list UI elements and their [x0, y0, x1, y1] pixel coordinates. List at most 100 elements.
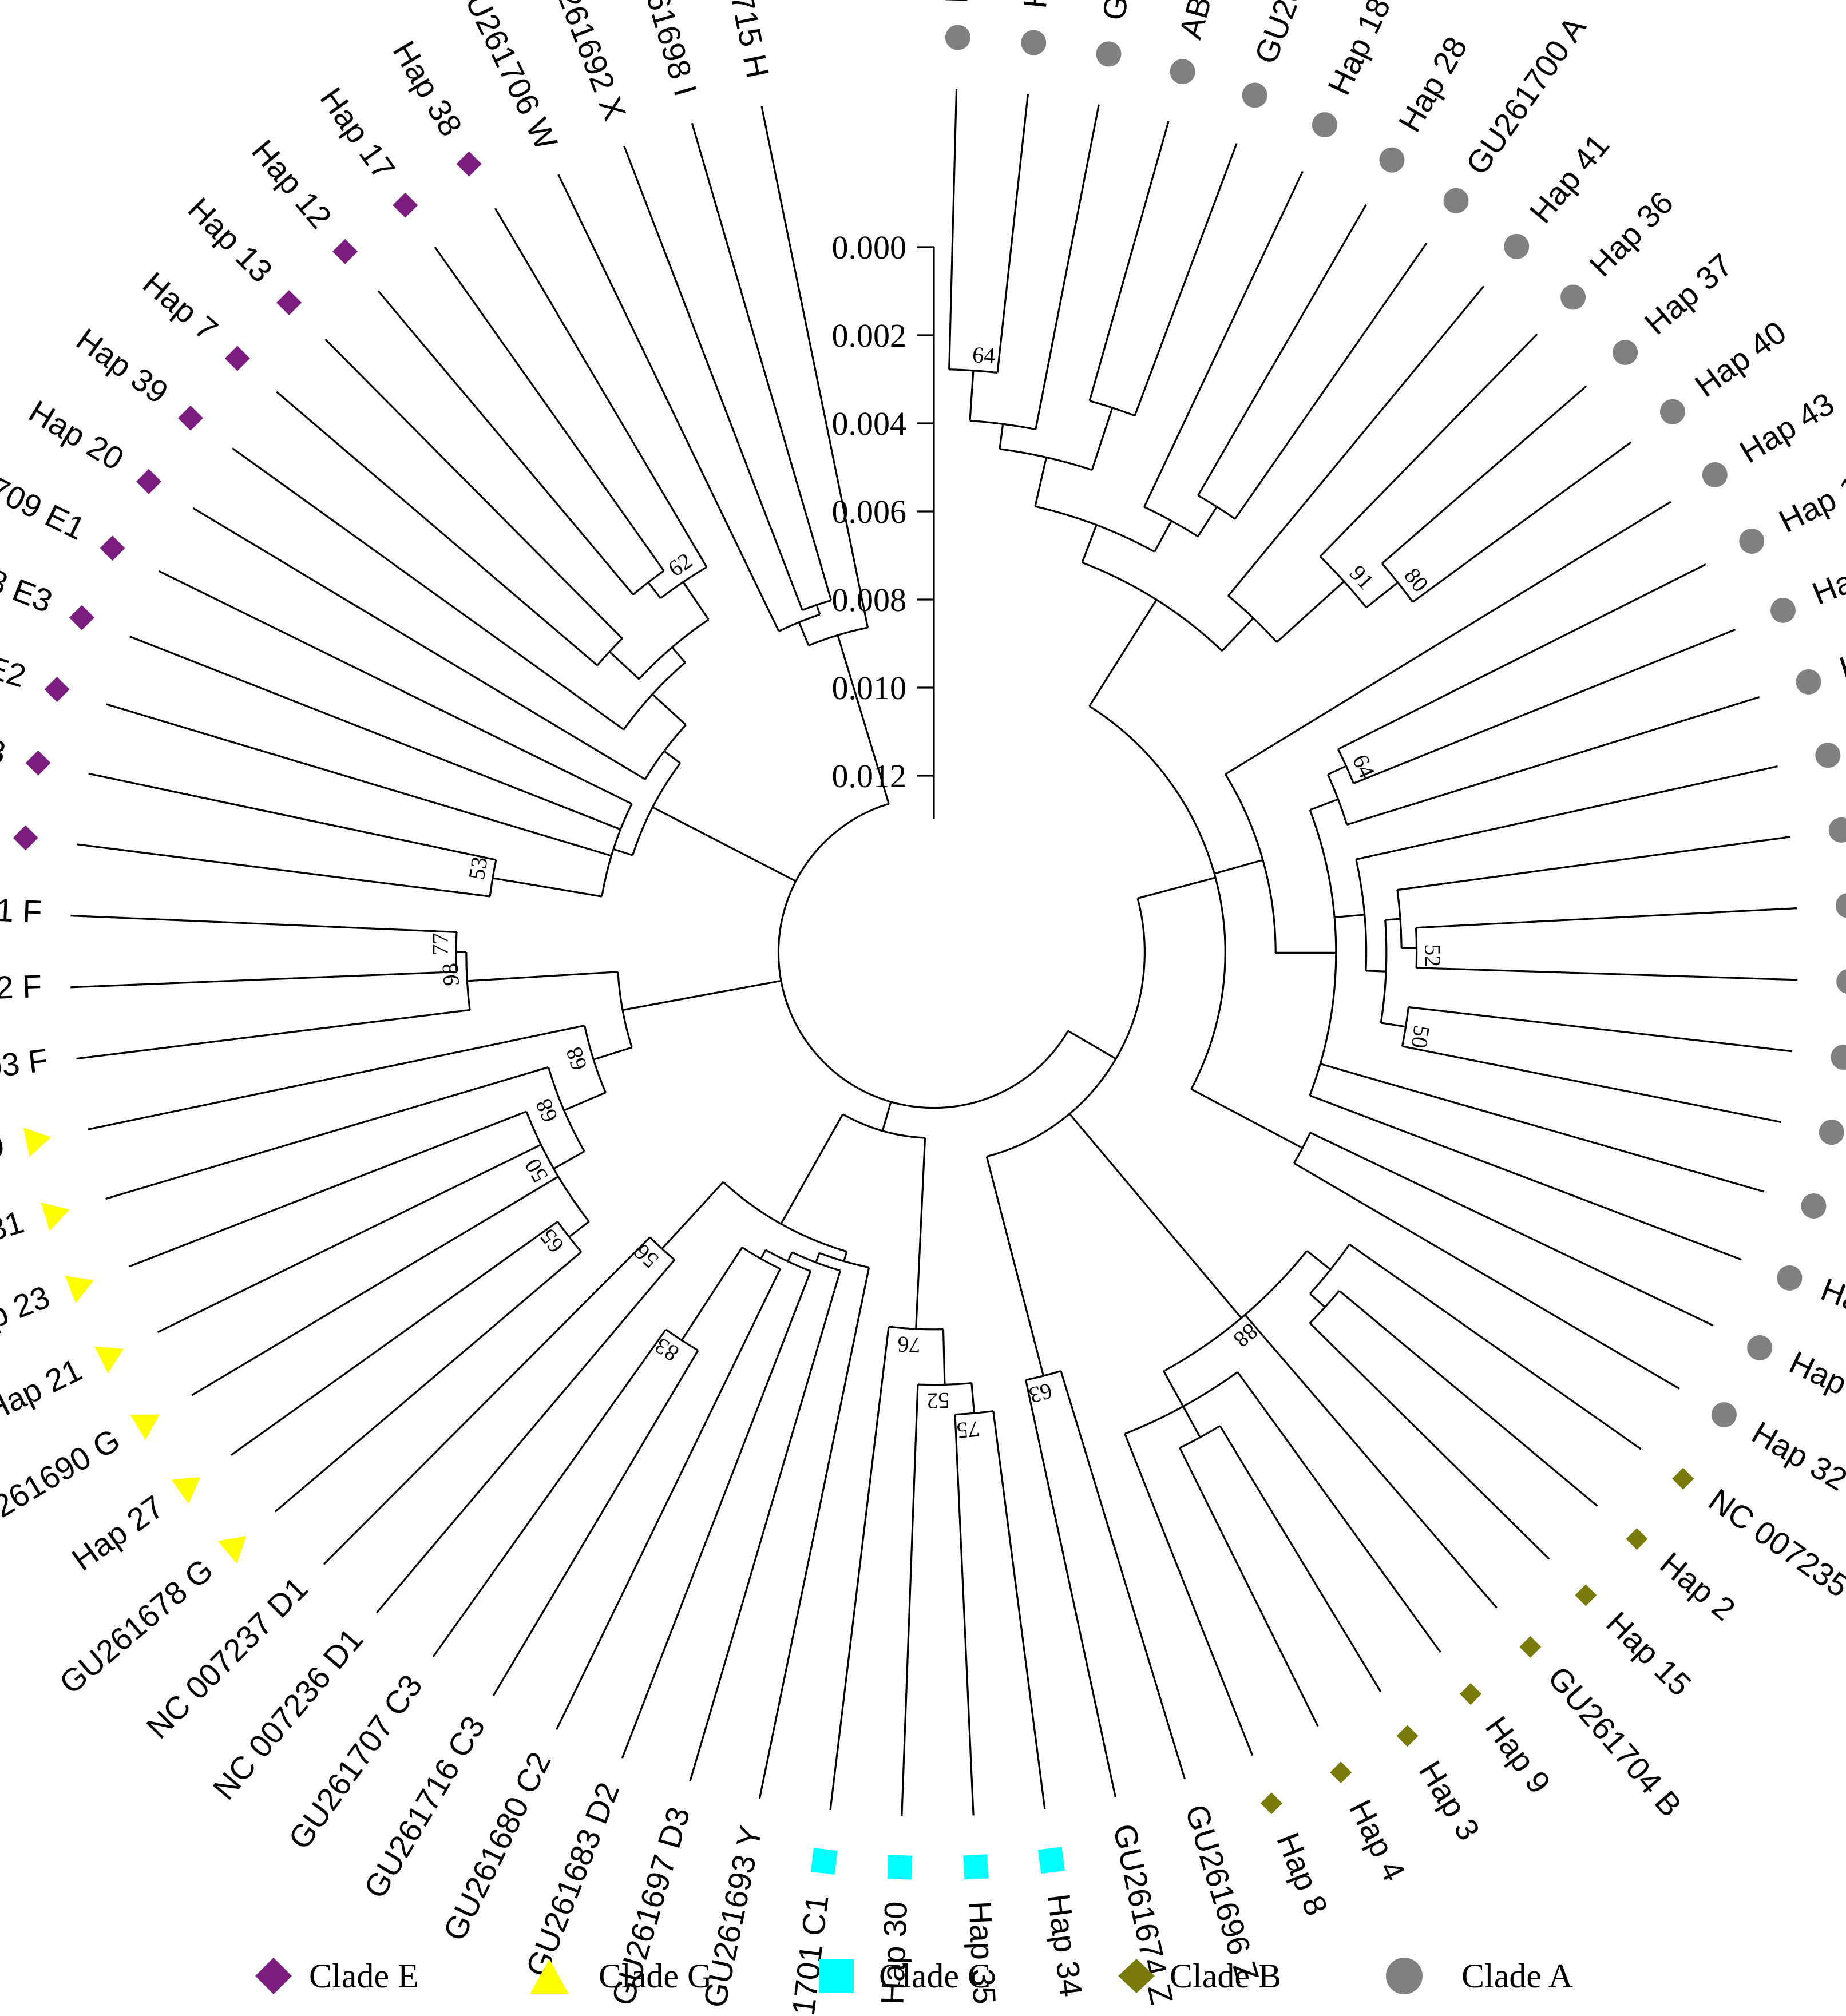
clade-b-diamond-icon — [1396, 1725, 1419, 1747]
tip-label: Hap 2 — [1653, 1545, 1742, 1628]
tree-branch — [1154, 520, 1172, 553]
legend-item-clade-e: Clade E — [255, 1957, 419, 1995]
tree-node-arc — [1309, 1290, 1340, 1324]
tree-branch — [691, 122, 833, 601]
legend-item-clade-b: Clade B — [1118, 1957, 1281, 1995]
clade-b-diamond-icon — [1330, 1761, 1352, 1784]
clade-e-diamond-icon — [224, 346, 250, 371]
tip-label: Hap 34 — [1041, 1892, 1090, 1999]
clade-a-circle-icon — [1801, 1193, 1827, 1219]
clade-e-diamond-icon — [332, 239, 358, 264]
bootstrap-value: 76 — [897, 1331, 921, 1358]
tip-label: GU261695 A — [1247, 0, 1346, 69]
bootstrap-value: 53 — [464, 855, 493, 882]
tree-branch — [1221, 617, 1254, 652]
tree-node-arc — [1143, 506, 1199, 538]
tree-branch — [1309, 798, 1339, 811]
tree-node-arc — [617, 971, 633, 1048]
tree-branch — [1346, 696, 1760, 826]
clade-g-triangle-icon — [217, 1536, 247, 1564]
tree-node-arc — [917, 1382, 972, 1386]
tip-label: GU261698 I — [621, 0, 704, 100]
clade-g-triangle-icon — [65, 1275, 94, 1304]
tree-branch — [1182, 1406, 1201, 1438]
tree-node-arc — [742, 1247, 781, 1270]
tree-branch — [1219, 1425, 1382, 1693]
tree-branch — [798, 622, 810, 646]
tree-branch — [942, 1329, 946, 1385]
tree-branch — [1067, 1030, 1116, 1060]
clade-a-circle-icon — [1613, 340, 1638, 366]
tree-node-arc — [1179, 1425, 1221, 1449]
clade-a-circle-icon — [1815, 743, 1841, 768]
clade-c-square-icon — [887, 1855, 913, 1880]
tip-label: Hap 28 — [1391, 30, 1474, 138]
tree-node-arc — [1309, 809, 1337, 1096]
tree-branch — [999, 424, 1004, 450]
tree-branch — [843, 1251, 848, 1262]
tree-branch — [829, 1326, 890, 1811]
tip-label: Hap 12 — [245, 133, 339, 235]
tip-label: Hap 18 — [1321, 0, 1397, 100]
tree-node-arc — [596, 637, 623, 666]
tip-label: Hap 31 — [0, 1204, 28, 1268]
tree-branch — [1163, 1371, 1185, 1407]
bootstrap-value: 52 — [926, 1388, 950, 1414]
tree-node-arc — [1089, 400, 1135, 417]
tree-branch — [948, 89, 958, 370]
clade-b-diamond-icon — [1260, 1792, 1282, 1815]
clade-a-circle-icon — [1828, 817, 1846, 843]
tip-label: Hap 20 — [23, 393, 130, 477]
tree-branch — [1088, 599, 1158, 707]
tree-branch — [274, 1251, 582, 1513]
tree-branch — [1408, 1006, 1793, 1053]
clade-e-diamond-icon — [136, 469, 162, 494]
scale-tick-label: 0.002 — [832, 317, 907, 354]
tip-label: Hap 11 — [1773, 462, 1846, 539]
tree-branch — [681, 1247, 743, 1341]
tree-branch — [758, 1267, 870, 1799]
legend-label-clade-g: Clade G — [599, 1957, 712, 1995]
scale-tick-label: 0.010 — [832, 669, 907, 707]
tree-branch — [1143, 170, 1304, 507]
tip-label: Hap 43 — [1733, 386, 1840, 470]
clade-g-triangle-icon — [41, 1203, 70, 1231]
clade-a-circle-icon — [1711, 1402, 1737, 1428]
tree-node-arc — [638, 618, 710, 680]
scale-tick-label: 0.012 — [832, 757, 907, 795]
tree-branch — [652, 806, 797, 882]
clade-e-diamond-icon — [25, 750, 51, 776]
clade-g-triangle-icon — [94, 1346, 124, 1374]
tree-node-arc — [765, 1249, 811, 1272]
tree-branch — [992, 1411, 1046, 1809]
tip-label: Hap 24 — [1807, 539, 1846, 612]
tree-branch — [613, 848, 633, 856]
clade-e-diamond-icon — [276, 290, 302, 316]
tree-branch — [1309, 1094, 1742, 1261]
clade-a-circle-icon — [1560, 284, 1586, 310]
clade-c-square-icon — [810, 1848, 838, 1875]
tip-label: Hap 32 — [1746, 1414, 1846, 1498]
legend-label-clade-a: Clade A — [1461, 1957, 1573, 1995]
clade-e-diamond-icon — [44, 677, 70, 703]
clade-e-diamond-icon — [393, 192, 418, 218]
tree-branch — [837, 634, 890, 804]
tree-branch — [492, 1350, 699, 1696]
clade-e-diamond-icon — [177, 405, 203, 431]
tree-branch — [1353, 629, 1736, 784]
tree-branch — [621, 1271, 812, 1759]
tree-branch — [88, 1025, 585, 1130]
tree-branch — [661, 1181, 724, 1249]
tree-node-arc — [986, 898, 1146, 1158]
clade-a-circle-icon — [1831, 1045, 1846, 1070]
tree-node-arc — [632, 762, 682, 856]
bootstrap-value: 68 — [530, 1095, 563, 1126]
clade-e-diamond-icon — [456, 151, 482, 177]
clade-a-circle-icon — [1819, 1120, 1844, 1145]
tip-label: GU261701 C1 — [775, 1893, 835, 2016]
scale-tick-label: 0.004 — [832, 405, 907, 442]
clade-c-square-icon — [1037, 1847, 1065, 1874]
clade-a-circle-icon — [945, 25, 970, 50]
clade-b-diamond-icon — [1672, 1467, 1694, 1490]
tree-branch — [1227, 285, 1485, 597]
